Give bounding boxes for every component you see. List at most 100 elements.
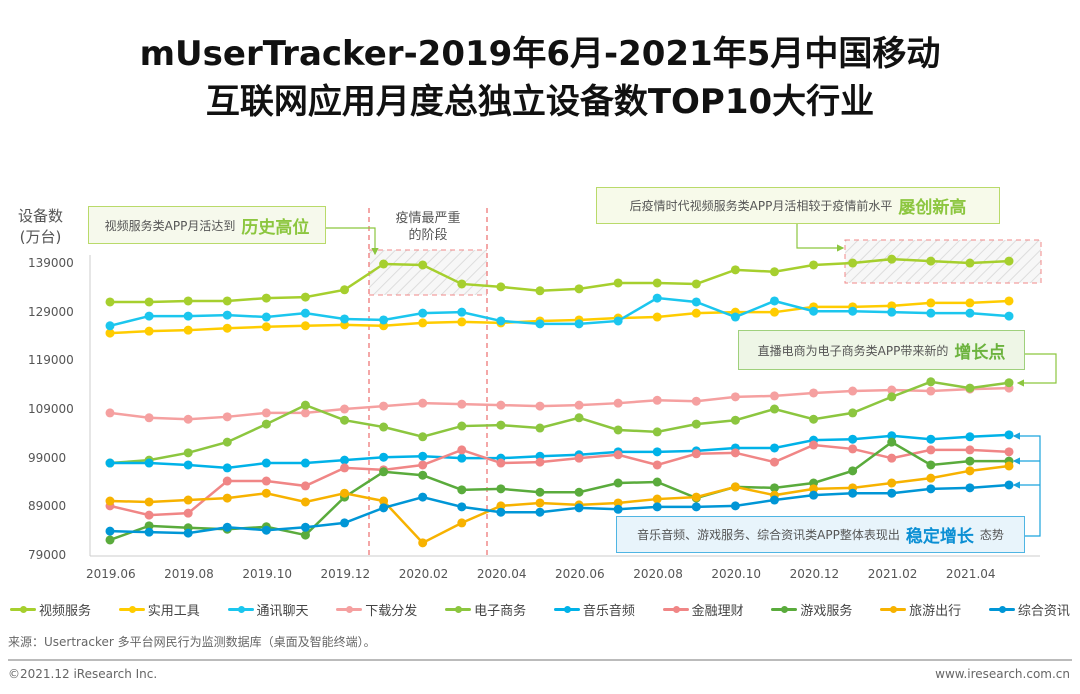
data-point bbox=[457, 279, 467, 289]
data-point bbox=[496, 400, 506, 410]
data-point bbox=[887, 437, 897, 447]
data-point bbox=[418, 460, 428, 470]
data-point bbox=[418, 260, 428, 270]
data-point bbox=[965, 308, 975, 318]
annotation-ecommerce: 直播电商为电子商务类APP带来新的 增长点 bbox=[738, 330, 1025, 370]
y-tick-label: 99000 bbox=[28, 450, 67, 465]
annotation-steady-suffix: 态势 bbox=[979, 528, 1004, 542]
series-line bbox=[109, 380, 1010, 465]
legend-item: 实用工具 bbox=[118, 600, 200, 619]
data-point bbox=[222, 476, 232, 486]
data-point bbox=[574, 487, 584, 497]
data-point bbox=[144, 527, 154, 537]
data-point bbox=[730, 392, 740, 402]
data-point bbox=[730, 482, 740, 492]
data-point bbox=[457, 317, 467, 327]
data-point bbox=[965, 258, 975, 268]
data-point bbox=[613, 450, 623, 460]
data-point bbox=[652, 460, 662, 470]
data-point bbox=[769, 307, 779, 317]
data-point bbox=[418, 470, 428, 480]
data-point bbox=[340, 314, 350, 324]
data-point bbox=[261, 488, 271, 498]
data-point bbox=[535, 487, 545, 497]
data-point bbox=[887, 431, 897, 441]
legend-item: 游戏服务 bbox=[771, 600, 852, 619]
x-tick-label: 2019.10 bbox=[242, 567, 292, 581]
data-point bbox=[457, 445, 467, 455]
data-point bbox=[887, 254, 897, 264]
data-point bbox=[222, 522, 232, 532]
legend-item: 下载分发 bbox=[336, 600, 417, 619]
data-point bbox=[965, 383, 975, 393]
data-point bbox=[652, 427, 662, 437]
legend-item: 综合资讯 bbox=[988, 600, 1070, 619]
data-point bbox=[769, 391, 779, 401]
data-point bbox=[887, 392, 897, 402]
data-point bbox=[144, 510, 154, 520]
data-point bbox=[887, 307, 897, 317]
data-point bbox=[183, 495, 193, 505]
data-point bbox=[105, 321, 115, 331]
data-point bbox=[340, 404, 350, 414]
data-point bbox=[261, 458, 271, 468]
data-point bbox=[379, 503, 389, 513]
footer-divider bbox=[8, 659, 1072, 661]
series-2 bbox=[105, 293, 1014, 331]
data-point bbox=[965, 445, 975, 455]
data-point bbox=[144, 326, 154, 336]
data-point bbox=[691, 308, 701, 318]
series-0 bbox=[105, 254, 1014, 307]
data-point bbox=[613, 425, 623, 435]
data-point bbox=[926, 434, 936, 444]
data-point bbox=[691, 492, 701, 502]
data-point bbox=[222, 493, 232, 503]
data-point bbox=[222, 412, 232, 422]
series-line bbox=[109, 483, 1010, 535]
data-point bbox=[535, 507, 545, 517]
data-point bbox=[300, 321, 310, 331]
legend-item: 视频服务 bbox=[10, 600, 91, 619]
series-line bbox=[109, 443, 1010, 517]
x-tick-label: 2020.04 bbox=[476, 567, 527, 581]
data-point bbox=[652, 447, 662, 457]
data-point bbox=[379, 315, 389, 325]
data-point bbox=[730, 448, 740, 458]
hatch-region-pandemic bbox=[368, 208, 488, 556]
data-point bbox=[769, 443, 779, 453]
y-tick-label: 89000 bbox=[28, 499, 67, 514]
data-point bbox=[887, 488, 897, 498]
data-point bbox=[418, 308, 428, 318]
data-point bbox=[300, 497, 310, 507]
data-point bbox=[457, 421, 467, 431]
data-point bbox=[965, 298, 975, 308]
annotation-post: 后疫情时代视频服务类APP月活相较于疫情前水平 屡创新高 bbox=[596, 187, 1000, 224]
data-point bbox=[535, 286, 545, 296]
data-point bbox=[926, 386, 936, 396]
title-line-1: mUserTracker-2019年6月-2021年5月中国移动 bbox=[139, 34, 941, 74]
data-point bbox=[652, 278, 662, 288]
legend-label: 电子商务 bbox=[474, 604, 527, 619]
data-point bbox=[222, 463, 232, 473]
legend-swatch-icon bbox=[227, 605, 254, 613]
data-point bbox=[535, 423, 545, 433]
data-point bbox=[535, 401, 545, 411]
y-axis-label-line1: 设备数 bbox=[18, 207, 64, 225]
data-point bbox=[496, 507, 506, 517]
x-tick-label: 2020.02 bbox=[398, 567, 449, 581]
data-point bbox=[1004, 447, 1014, 457]
series-line bbox=[110, 433, 1010, 470]
data-point bbox=[457, 502, 467, 512]
copyright: ©2021.12 iResearch Inc. bbox=[8, 667, 158, 681]
data-point bbox=[809, 440, 819, 450]
data-point bbox=[730, 501, 740, 511]
data-point bbox=[496, 282, 506, 292]
annotation-peak: 视频服务类APP月活达到 历史高位 bbox=[88, 206, 326, 244]
annotation-ecommerce-text: 直播电商为电子商务类APP带来新的 bbox=[757, 343, 949, 358]
data-point bbox=[222, 310, 232, 320]
data-point bbox=[261, 312, 271, 322]
data-point bbox=[730, 312, 740, 322]
series-line bbox=[109, 440, 1009, 542]
pandemic-label-line1: 疫情最严重 bbox=[395, 211, 461, 226]
x-tick-label: 2020.10 bbox=[711, 567, 762, 581]
